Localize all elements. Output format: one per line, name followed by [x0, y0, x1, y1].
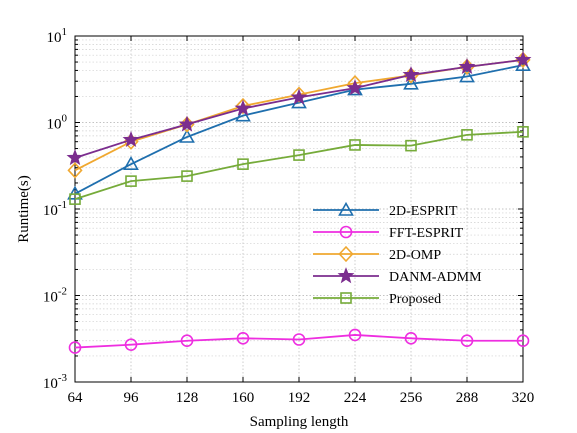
- legend-item-2d-omp: 2D-OMP: [313, 245, 441, 263]
- series-fft-esprit: [68, 328, 530, 354]
- data-point-danm-admm: [290, 88, 308, 105]
- legend: 2D-ESPRIT FFT-ESPRIT 2D-OMP DANM-ADMM Propos…: [313, 201, 482, 307]
- y-tick-label: 100: [47, 113, 68, 133]
- legend-marker: [338, 201, 354, 216]
- series-line-proposed: [74, 130, 524, 200]
- data-point-danm-admm: [514, 50, 532, 68]
- y-tick-base: 10: [43, 290, 58, 306]
- y-tick-base: 10: [47, 30, 62, 46]
- x-tick-label: 160: [232, 390, 255, 406]
- x-tick-labels: 64 96 128 160 192 224 256 288 320: [68, 390, 535, 406]
- x-tick-label: 288: [456, 390, 479, 406]
- y-tick-label: 10-1: [43, 199, 67, 219]
- x-tick-label: 192: [288, 390, 311, 406]
- y-tick-exponent: -3: [58, 372, 68, 384]
- data-point-danm-admm: [66, 148, 84, 166]
- legend-marker: [337, 267, 355, 284]
- y-tick-base: 10: [43, 203, 58, 219]
- data-point-danm-admm: [402, 66, 420, 83]
- x-tick-label: 64: [68, 390, 84, 406]
- data-point-2d-omp: [67, 162, 83, 179]
- y-tick-base: 10: [43, 376, 58, 392]
- data-point-2d-omp: [235, 97, 251, 115]
- y-tick-exponent: -2: [58, 286, 67, 298]
- legend-label: 2D-ESPRIT: [389, 204, 458, 219]
- series-line-2d-omp: [74, 58, 524, 172]
- legend-label: DANM-ADMM: [389, 270, 482, 285]
- legend-item-fft-esprit: FFT-ESPRIT: [313, 225, 464, 241]
- data-point-fft-esprit: [460, 334, 474, 348]
- data-point-2d-esprit: [235, 107, 251, 122]
- legend-label: Proposed: [389, 292, 441, 307]
- data-point-proposed: [293, 149, 305, 161]
- series-danm-admm: [66, 50, 532, 166]
- data-point-fft-esprit: [348, 328, 362, 342]
- series-layer: [66, 50, 532, 354]
- data-point-proposed: [125, 175, 137, 187]
- data-point-danm-admm: [346, 79, 364, 96]
- x-tick-label: 128: [176, 390, 199, 406]
- series-line-fft-esprit: [74, 334, 523, 349]
- x-tick-label: 256: [400, 390, 423, 406]
- data-point-fft-esprit: [236, 332, 250, 345]
- x-axis-label: Sampling length: [250, 414, 349, 430]
- y-tick-exponent: -1: [58, 199, 67, 211]
- legend-label: 2D-OMP: [389, 248, 441, 263]
- data-point-2d-esprit: [123, 156, 139, 170]
- y-tick-exponent: 0: [62, 113, 68, 125]
- axis-ticks: [74, 35, 524, 383]
- x-tick-label: 320: [512, 390, 535, 406]
- data-point-2d-omp: [291, 86, 307, 103]
- data-point-danm-admm: [178, 115, 196, 132]
- y-tick-base: 10: [47, 117, 62, 133]
- data-point-danm-admm: [458, 57, 476, 75]
- legend-label: FFT-ESPRIT: [389, 226, 464, 241]
- data-point-fft-esprit: [124, 338, 138, 351]
- y-tick-label: 10-2: [43, 286, 67, 306]
- legend-item-proposed: Proposed: [313, 292, 441, 307]
- data-point-proposed: [517, 126, 529, 138]
- series-line-2d-esprit: [74, 64, 524, 195]
- x-tick-label: 96: [124, 390, 140, 406]
- data-point-2d-esprit: [459, 68, 475, 83]
- data-point-2d-esprit: [179, 128, 195, 143]
- data-point-fft-esprit: [404, 332, 418, 345]
- data-point-fft-esprit: [516, 334, 530, 348]
- data-point-proposed: [181, 170, 193, 182]
- series-2d-esprit: [67, 57, 531, 200]
- legend-marker: [338, 245, 354, 263]
- y-tick-label: 10-3: [43, 372, 68, 392]
- y-axis-label: Runtime(s): [16, 175, 32, 243]
- data-point-proposed: [69, 193, 81, 205]
- data-point-proposed: [405, 139, 417, 152]
- data-point-fft-esprit: [292, 333, 306, 346]
- data-point-2d-esprit: [403, 75, 419, 90]
- legend-item-danm-admm: DANM-ADMM: [313, 267, 482, 285]
- data-point-danm-admm: [122, 130, 140, 148]
- legend-item-2d-esprit: 2D-ESPRIT: [313, 201, 458, 219]
- data-point-danm-admm: [234, 99, 252, 116]
- y-tick-label: 101: [47, 26, 68, 46]
- series-proposed: [69, 126, 529, 205]
- data-point-proposed: [461, 129, 473, 141]
- legend-marker: [340, 292, 352, 304]
- data-point-fft-esprit: [180, 334, 194, 348]
- grid-lines: [75, 36, 523, 382]
- x-tick-label: 224: [344, 390, 367, 406]
- legend-marker: [339, 225, 353, 239]
- data-point-proposed: [237, 158, 249, 170]
- y-tick-exponent: 1: [62, 26, 68, 38]
- data-point-proposed: [349, 139, 361, 151]
- data-point-fft-esprit: [68, 341, 82, 354]
